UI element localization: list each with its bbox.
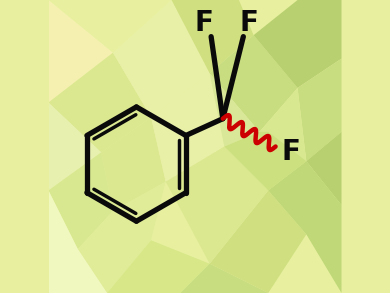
Polygon shape (113, 0, 210, 117)
Polygon shape (180, 264, 268, 293)
Polygon shape (224, 132, 306, 190)
Polygon shape (254, 0, 342, 88)
Polygon shape (259, 88, 306, 190)
Polygon shape (172, 0, 254, 73)
Text: F: F (281, 138, 300, 166)
Polygon shape (210, 73, 259, 146)
Polygon shape (298, 59, 342, 161)
Polygon shape (48, 152, 113, 249)
Text: F: F (240, 9, 259, 38)
Polygon shape (268, 161, 342, 293)
Polygon shape (166, 146, 268, 264)
Text: F: F (194, 9, 213, 38)
Polygon shape (151, 73, 224, 182)
Polygon shape (48, 190, 107, 293)
Polygon shape (48, 103, 101, 190)
Polygon shape (210, 35, 298, 132)
Polygon shape (78, 182, 166, 293)
Polygon shape (48, 53, 151, 152)
Polygon shape (101, 117, 166, 211)
Polygon shape (48, 0, 113, 103)
Polygon shape (306, 132, 342, 205)
Polygon shape (107, 240, 210, 293)
Polygon shape (210, 190, 306, 293)
